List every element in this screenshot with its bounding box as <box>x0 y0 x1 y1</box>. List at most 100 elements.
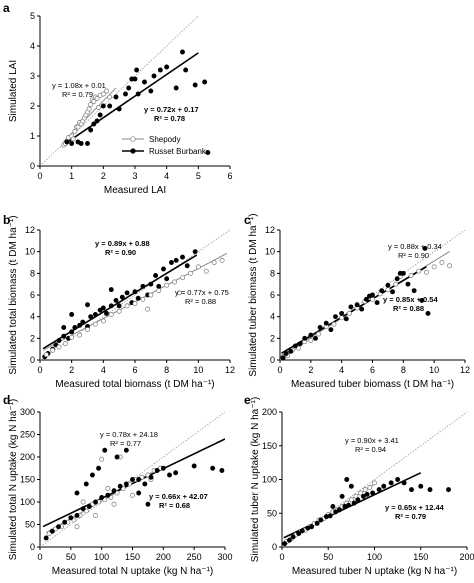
point-open <box>156 288 162 294</box>
y-tick-label: 6 <box>30 290 35 300</box>
plot-area <box>280 230 465 360</box>
point-filled <box>401 480 407 486</box>
fit-equation: y = 0.90x + 3.41 <box>345 436 399 445</box>
point-open <box>62 341 68 347</box>
fit-r-squared: R² = 0.79 <box>62 90 93 99</box>
x-tick-label: 100 <box>367 552 382 562</box>
fit-equation: y = 0.89x + 0.88 <box>95 239 150 248</box>
point-open <box>108 312 114 317</box>
one-to-one-line <box>40 230 230 360</box>
point-open <box>75 124 81 130</box>
y-tick-label: 2 <box>270 333 275 343</box>
point-filled <box>140 283 146 289</box>
point-filled <box>92 312 98 317</box>
panel-label: d <box>3 393 10 407</box>
point-filled <box>43 535 49 541</box>
y-tick-label: 0 <box>30 355 35 365</box>
point-filled <box>184 263 190 269</box>
point-filled <box>142 481 148 487</box>
point-open <box>50 347 56 353</box>
fit-equation: y = 0.65x + 12.44 <box>385 503 445 512</box>
point-filled <box>344 477 350 482</box>
point-open <box>132 301 138 307</box>
point-filled <box>390 289 395 295</box>
y-tick-label: 50 <box>267 508 277 518</box>
point-open <box>439 260 445 265</box>
point-filled <box>74 513 80 518</box>
point-filled <box>370 490 376 496</box>
point-filled <box>330 504 336 509</box>
point-filled <box>119 294 125 300</box>
legend-label: Russet Burbank <box>149 147 207 156</box>
x-tick-label: 0 <box>37 552 42 562</box>
point-filled <box>135 295 141 301</box>
panel-label: b <box>3 213 10 227</box>
point-open <box>211 260 217 265</box>
point-filled <box>336 507 342 513</box>
point-filled <box>381 483 387 489</box>
y-tick-label: 250 <box>20 430 35 440</box>
point-filled <box>419 297 425 303</box>
y-tick-label: 0 <box>270 355 275 365</box>
x-tick-label: 10 <box>429 365 439 375</box>
point-open <box>104 88 109 94</box>
point-filled <box>297 341 303 347</box>
fit-r-squared: R² = 0.88 <box>393 304 424 313</box>
point-filled <box>282 541 288 547</box>
point-filled <box>117 483 123 489</box>
point-open <box>431 264 437 270</box>
x-axis-title: Measured tuber biomass (t DM ha⁻¹) <box>291 379 454 390</box>
y-tick-label: 8 <box>270 268 275 278</box>
x-tick-label: 1 <box>69 171 74 181</box>
x-tick-label: 250 <box>187 552 202 562</box>
point-filled <box>366 293 372 299</box>
point-open <box>203 268 209 274</box>
point-filled <box>148 281 154 287</box>
fit-r-squared: R² = 0.94 <box>355 445 386 454</box>
point-open <box>424 269 429 275</box>
y-tick-label: 12 <box>25 225 35 235</box>
x-tick-label: 5 <box>196 171 201 181</box>
point-filled <box>394 276 400 282</box>
plot-area <box>40 16 211 166</box>
point-filled <box>183 67 189 73</box>
point-filled <box>180 254 185 260</box>
point-filled <box>62 519 68 525</box>
point-filled <box>86 504 92 509</box>
fit-r-squared: R² = 0.77 <box>110 439 141 448</box>
point-filled <box>292 343 298 349</box>
point-filled <box>411 288 417 294</box>
point-filled <box>136 490 142 496</box>
point-filled <box>164 276 170 282</box>
point-filled <box>61 333 67 339</box>
point-filled <box>100 103 106 109</box>
point-filled <box>346 502 352 508</box>
point-open <box>116 308 122 314</box>
point-open <box>140 296 146 302</box>
point-open <box>88 102 94 107</box>
point-filled <box>123 91 128 97</box>
x-tick-label: 6 <box>370 365 375 375</box>
point-filled <box>88 314 94 320</box>
point-filled <box>124 290 130 296</box>
y-axis-title: Simulated tuber N uptake (kg N ha⁻¹) <box>250 397 261 562</box>
point-open <box>372 480 377 486</box>
point-filled <box>173 257 179 263</box>
point-filled <box>148 88 154 94</box>
legend-marker <box>130 136 136 142</box>
point-open <box>145 306 151 312</box>
point-open <box>348 497 354 503</box>
point-filled <box>317 325 323 330</box>
point-filled <box>339 493 345 499</box>
y-axis-title: Simulated tuber biomass (t DM ha⁻¹) <box>248 213 259 376</box>
point-open <box>195 264 201 270</box>
fit-r-squared: R² = 0.79 <box>395 512 426 521</box>
fit-equation: y = 0.88x + 0.34 <box>388 242 442 251</box>
fit-equation: y = 1.08x + 0.01 <box>52 81 106 90</box>
y-tick-label: 2 <box>30 101 35 111</box>
point-filled <box>49 528 55 534</box>
x-tick-label: 200 <box>156 552 171 562</box>
point-filled <box>308 332 314 338</box>
point-filled <box>68 515 74 521</box>
